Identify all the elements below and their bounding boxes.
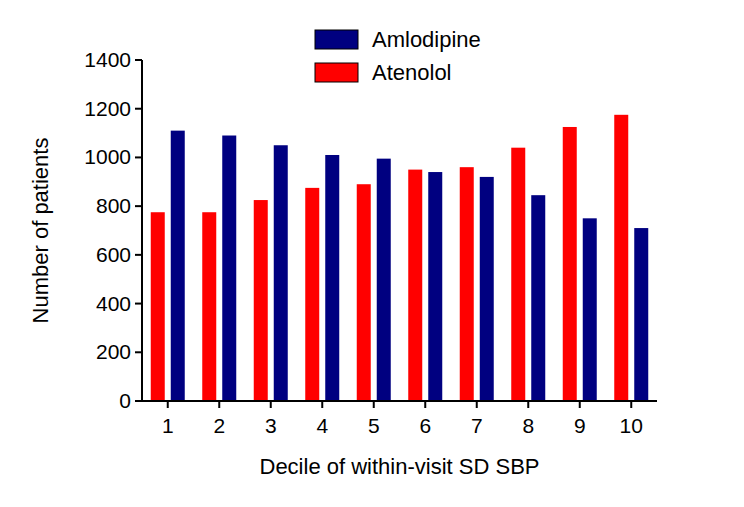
x-tick xyxy=(630,401,632,408)
legend: Amlodipine Atenolol xyxy=(315,27,481,85)
x-tick-label: 1 xyxy=(162,414,174,437)
bar xyxy=(274,145,288,401)
bar xyxy=(511,148,525,401)
bar xyxy=(531,195,545,401)
x-tick xyxy=(167,401,169,408)
x-tick-label: 10 xyxy=(620,414,643,437)
x-tick-label: 4 xyxy=(316,414,328,437)
y-tick-label: 600 xyxy=(96,243,131,266)
bar xyxy=(151,212,165,401)
x-tick xyxy=(424,401,426,408)
y-tick xyxy=(135,400,142,402)
x-tick-label: 2 xyxy=(213,414,225,437)
bar xyxy=(171,131,185,401)
y-tick xyxy=(135,156,142,158)
x-tick-label: 7 xyxy=(471,414,483,437)
y-tick-label: 1000 xyxy=(84,145,131,168)
bar xyxy=(460,167,474,401)
x-tick-label: 9 xyxy=(574,414,586,437)
legend-swatch xyxy=(315,30,358,49)
x-tick xyxy=(218,401,220,408)
y-tick xyxy=(135,254,142,256)
y-tick xyxy=(135,303,142,305)
bars xyxy=(151,115,649,401)
bar xyxy=(222,136,236,401)
x-tick-label: 8 xyxy=(522,414,534,437)
y-axis-label: Number of patients xyxy=(28,138,53,324)
bar xyxy=(583,218,597,401)
bar xyxy=(563,127,577,401)
chart-container: 0 200 400 600 800 1000 1200 1400 1 2 3 4 5 6 7 8 9 10 Deci… xyxy=(0,0,744,507)
bar xyxy=(634,228,648,401)
bar xyxy=(305,188,319,401)
y-tick-label: 800 xyxy=(96,194,131,217)
x-tick-label: 5 xyxy=(368,414,380,437)
bar xyxy=(377,159,391,401)
legend-swatch xyxy=(315,63,358,82)
x-tick-label: 3 xyxy=(265,414,277,437)
x-tick xyxy=(270,401,272,408)
x-tick-label: 6 xyxy=(419,414,431,437)
chart-svg: 0 200 400 600 800 1000 1200 1400 1 2 3 4 5 6 7 8 9 10 Deci… xyxy=(0,0,744,507)
legend-label: Atenolol xyxy=(372,60,452,85)
x-tick xyxy=(373,401,375,408)
y-tick xyxy=(135,108,142,110)
x-tick xyxy=(321,401,323,408)
y-tick xyxy=(135,351,142,353)
y-tick-label: 1400 xyxy=(84,48,131,71)
legend-label: Amlodipine xyxy=(372,27,481,52)
bar xyxy=(325,155,339,401)
bar xyxy=(202,212,216,401)
y-tick-label: 400 xyxy=(96,292,131,315)
y-tick-label: 200 xyxy=(96,340,131,363)
y-tick xyxy=(135,205,142,207)
x-tick xyxy=(579,401,581,408)
y-tick xyxy=(135,59,142,61)
y-axis xyxy=(141,60,143,402)
y-tick-label: 0 xyxy=(119,389,131,412)
x-tick xyxy=(527,401,529,408)
y-tick-label: 1200 xyxy=(84,97,131,120)
bar xyxy=(408,170,422,401)
bar xyxy=(614,115,628,401)
bar xyxy=(428,172,442,401)
x-axis-label: Decile of within-visit SD SBP xyxy=(260,454,540,479)
bar xyxy=(480,177,494,401)
x-tick xyxy=(476,401,478,408)
bar xyxy=(357,184,371,401)
bar xyxy=(254,200,268,401)
